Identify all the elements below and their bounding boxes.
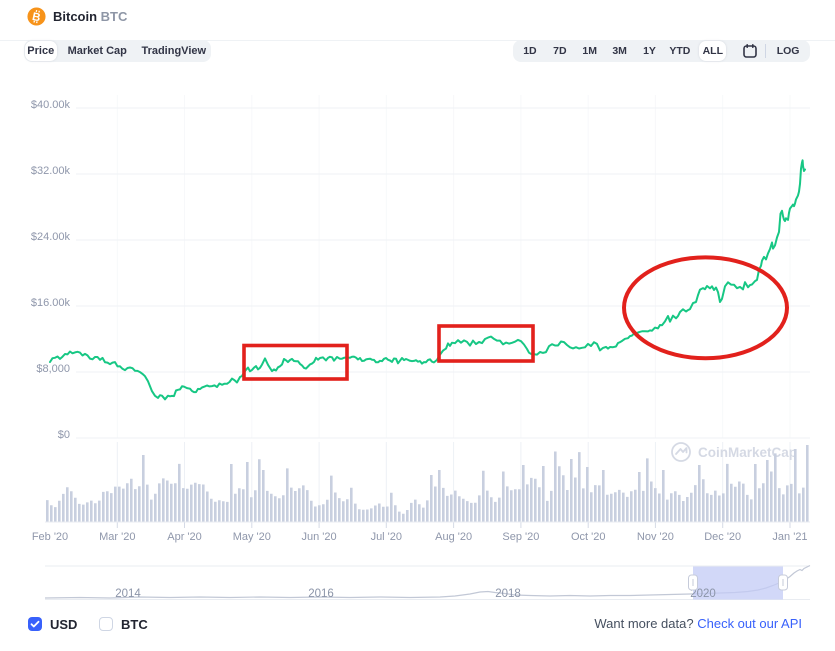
svg-text:Jan '21: Jan '21 — [772, 531, 807, 543]
svg-text:May '20: May '20 — [233, 531, 271, 543]
svg-text:2016: 2016 — [308, 588, 334, 600]
svg-text:$8,000: $8,000 — [36, 363, 70, 375]
svg-text:Dec '20: Dec '20 — [704, 531, 741, 543]
svg-text:Feb '20: Feb '20 — [32, 531, 68, 543]
svg-text:$40.00k: $40.00k — [31, 99, 71, 111]
svg-text:Mar '20: Mar '20 — [99, 531, 135, 543]
svg-text:Oct '20: Oct '20 — [571, 531, 606, 543]
svg-text:Jul '20: Jul '20 — [371, 531, 402, 543]
svg-text:$24.00k: $24.00k — [31, 231, 71, 243]
svg-text:Sep '20: Sep '20 — [502, 531, 539, 543]
svg-text:$16.00k: $16.00k — [31, 297, 71, 309]
svg-text:2018: 2018 — [495, 588, 521, 600]
svg-text:Nov '20: Nov '20 — [637, 531, 674, 543]
svg-text:B: B — [31, 11, 41, 24]
svg-text:Apr '20: Apr '20 — [167, 531, 202, 543]
svg-text:Aug '20: Aug '20 — [435, 531, 472, 543]
svg-text:2020: 2020 — [690, 588, 716, 600]
svg-text:$0: $0 — [58, 429, 70, 441]
svg-text:CoinMarketCap: CoinMarketCap — [698, 445, 797, 460]
svg-text:2014: 2014 — [115, 588, 141, 600]
svg-text:Jun '20: Jun '20 — [302, 531, 337, 543]
svg-text:$32.00k: $32.00k — [31, 165, 71, 177]
